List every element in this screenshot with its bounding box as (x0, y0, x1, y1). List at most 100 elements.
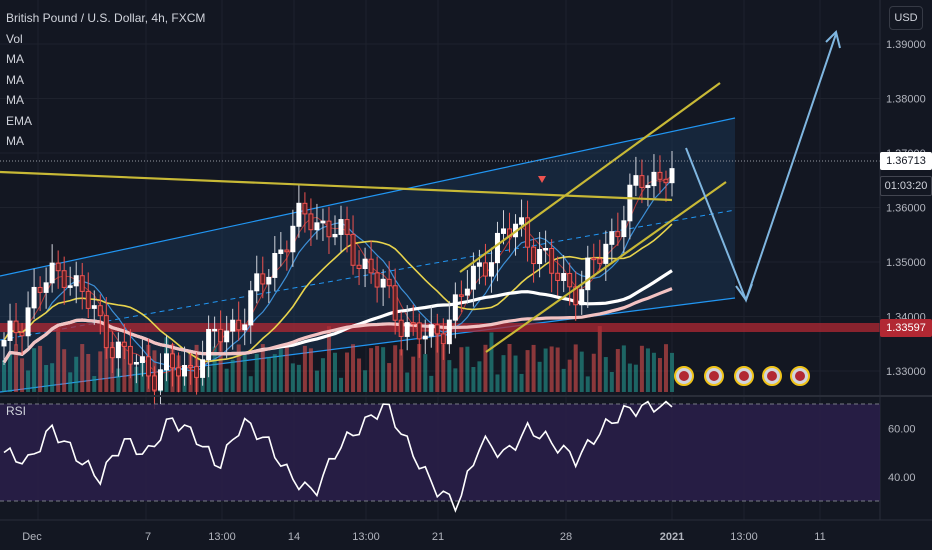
volume-bar (663, 344, 668, 392)
candle-body (73, 275, 79, 287)
volume-bar (80, 344, 85, 392)
candle-body (127, 345, 133, 365)
candle-body (380, 278, 386, 288)
volume-bar (236, 344, 241, 392)
volume-bar (363, 370, 368, 392)
ma-fast-line (3, 175, 673, 374)
rsi-tick-label: 60.00 (888, 423, 916, 435)
candle-body (7, 320, 13, 341)
volume-bar (387, 363, 392, 392)
volume-bar (375, 345, 380, 392)
volume-bar (399, 349, 404, 392)
candle-body (404, 322, 410, 337)
candle-body (19, 332, 25, 337)
candle-body (645, 185, 651, 188)
indicator-ma-1[interactable]: MA (6, 52, 24, 66)
volume-bar (573, 344, 578, 392)
volume-bar (339, 377, 344, 392)
volume-bar (2, 360, 6, 392)
indicator-ma-2[interactable]: MA (6, 72, 24, 87)
candle-body (519, 217, 525, 225)
currency-button[interactable]: USD (889, 6, 923, 30)
volume-bar (615, 349, 620, 392)
candle-body (585, 257, 591, 291)
volume-bar (74, 356, 79, 392)
volume-bar (579, 351, 584, 392)
candle-body (194, 366, 200, 378)
volume-bar (140, 361, 145, 392)
candle-body (561, 273, 567, 281)
volume-bar (296, 364, 301, 392)
candle-body (464, 288, 470, 296)
volume-bar (489, 332, 494, 392)
indicator-ma-3[interactable]: MA (6, 93, 24, 107)
candle-body (170, 353, 176, 369)
symbol-title[interactable]: British Pound / U.S. Dollar, 4h, FXCM (6, 11, 206, 25)
candle-body (13, 320, 19, 334)
candle-body (555, 272, 561, 281)
volume-bar (657, 358, 662, 392)
volume-bar (543, 348, 548, 392)
volume-bar (555, 347, 560, 392)
volume-bar (302, 345, 307, 392)
candle-body (627, 184, 633, 222)
candle-body (242, 324, 248, 331)
candle-body (115, 341, 121, 359)
volume-bar (254, 353, 259, 392)
candle-body (368, 258, 374, 274)
volume-bar (561, 368, 566, 392)
indicator-vol[interactable]: Vol (6, 31, 23, 46)
volume-bar (38, 345, 43, 392)
candle-body (79, 275, 85, 292)
candle-body (579, 289, 585, 306)
indicator-ma-4[interactable]: MA (6, 134, 24, 148)
candle-body (188, 365, 194, 368)
candle-body (338, 219, 344, 235)
candle-body (85, 290, 91, 309)
candle-body (224, 330, 230, 343)
candle-body (157, 369, 163, 391)
candle-body (278, 249, 284, 254)
volume-bar (429, 375, 434, 392)
volume-bar (441, 344, 446, 392)
wedge-lower-line (485, 181, 727, 353)
volume-bar (549, 346, 554, 392)
candle-body (374, 272, 380, 288)
event-flags[interactable] (674, 366, 810, 386)
volume-bar (44, 365, 49, 392)
candle-body (410, 322, 416, 325)
candle-body (61, 270, 67, 288)
volume-bar (224, 368, 229, 392)
price-tick-label: 1.36000 (886, 203, 926, 215)
rsi-label[interactable]: RSI (6, 404, 27, 418)
volume-bar (591, 353, 596, 392)
time-tick-label: 13:00 (730, 531, 758, 543)
volume-bar (272, 354, 277, 392)
indicator-ema[interactable]: EMA (6, 113, 33, 128)
event-flag-dot (767, 371, 777, 381)
volume-bar (483, 344, 488, 392)
volume-bar (495, 374, 500, 392)
time-tick-label: 13:00 (208, 531, 236, 543)
price-tick-label: 1.39000 (886, 39, 926, 51)
candle-body (49, 262, 55, 284)
candle-body (97, 305, 103, 317)
candle-body (398, 319, 404, 337)
volume-bar (525, 350, 530, 392)
candle-body (549, 248, 555, 274)
candle-body (440, 333, 446, 345)
candle-body (621, 220, 627, 238)
price-axis-ticks: 1.330001.340001.350001.360001.370001.380… (886, 39, 926, 378)
channel-upper-line (0, 117, 736, 277)
volume-bar (567, 359, 572, 392)
event-flag-dot (679, 371, 689, 381)
candle-body (254, 273, 260, 292)
volume-bar (417, 344, 422, 392)
time-tick-label: 28 (560, 531, 572, 543)
time-tick-label: 11 (814, 531, 825, 543)
volume-bar (68, 372, 73, 392)
time-tick-label: 2021 (660, 531, 684, 543)
candle-body (326, 220, 332, 238)
volume-bar (92, 376, 97, 392)
volume-bar (351, 344, 356, 392)
